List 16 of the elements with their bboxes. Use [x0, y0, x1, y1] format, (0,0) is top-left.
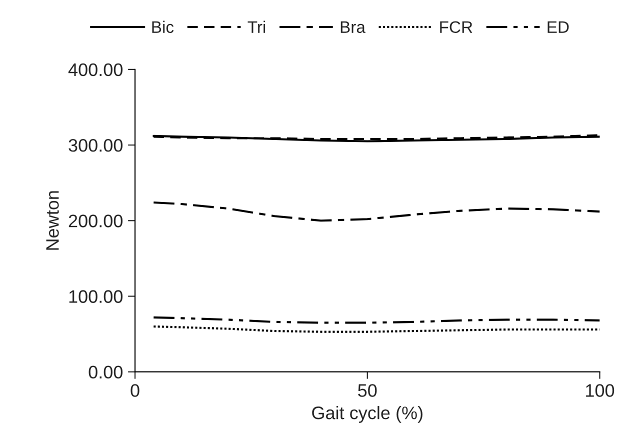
y-axis-title: Newton	[46, 191, 59, 250]
legend-label: Tri	[248, 20, 266, 33]
y-tick-label: 100.00	[69, 290, 123, 303]
legend-label: FCR	[440, 21, 472, 33]
x-axis-title: Gait cycle (%)	[312, 406, 422, 423]
y-tick-label: 200.00	[68, 214, 123, 228]
legend-label: Bic	[152, 20, 174, 33]
x-tick-label: 50	[358, 384, 377, 397]
legend-label: Bra	[340, 21, 366, 33]
line-series	[152, 201, 600, 222]
x-tick-label: 0	[130, 384, 140, 397]
y-tick-label: 400.00	[68, 63, 123, 76]
legend-label: ED	[548, 21, 569, 33]
x-tick-label: 100	[586, 384, 614, 397]
y-tick-label: 0.00	[88, 366, 123, 379]
y-tick-label: 300.00	[68, 138, 123, 152]
